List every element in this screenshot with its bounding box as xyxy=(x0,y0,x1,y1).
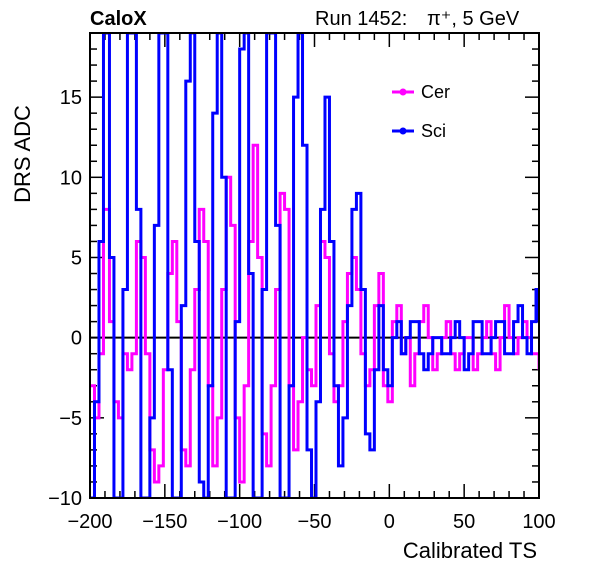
legend-entry-cer: Cer xyxy=(392,82,450,102)
y-tick-label: 0 xyxy=(71,328,82,350)
legend: Cer Sci xyxy=(392,82,450,141)
x-tick-label: −100 xyxy=(217,511,262,533)
y-tick-label: 5 xyxy=(71,247,82,269)
plot-frame xyxy=(89,32,540,499)
x-tick-label: 0 xyxy=(384,511,395,533)
y-axis-tick-labels: −10 −5 0 5 10 15 xyxy=(48,87,82,510)
series-line-sci xyxy=(90,33,539,498)
header-particle: π⁺, 5 GeV xyxy=(427,8,520,30)
legend-entry-sci: Sci xyxy=(392,121,446,141)
y-tick-label: −5 xyxy=(59,408,82,430)
x-tick-label: −50 xyxy=(298,511,332,533)
y-tick-label: 15 xyxy=(60,87,82,109)
legend-label-cer: Cer xyxy=(421,82,450,102)
x-tick-label: −150 xyxy=(142,511,187,533)
y-axis-title: DRS ADC xyxy=(10,105,35,203)
x-axis-tick-labels: −200 −150 −100 −50 0 50 100 xyxy=(67,511,555,533)
legend-label-sci: Sci xyxy=(421,121,446,141)
y-tick-label: 10 xyxy=(60,167,82,189)
legend-marker-cer xyxy=(399,88,407,96)
x-tick-label: 50 xyxy=(453,511,475,533)
x-tick-label: 100 xyxy=(522,511,555,533)
header-experiment: CaloX xyxy=(90,8,147,30)
legend-marker-sci xyxy=(399,127,407,135)
x-axis-title: Calibrated TS xyxy=(403,538,537,563)
y-tick-label: −10 xyxy=(48,488,82,510)
header-run: Run 1452: xyxy=(315,8,407,30)
x-tick-label: −200 xyxy=(67,511,112,533)
